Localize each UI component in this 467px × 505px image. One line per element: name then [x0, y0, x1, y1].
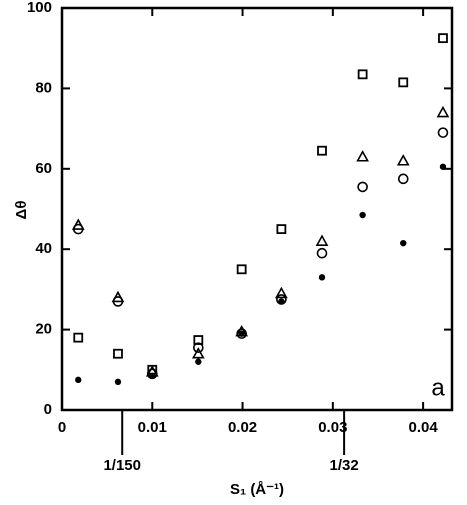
circle-marker: [437, 127, 449, 138]
triangle-marker: [275, 286, 288, 299]
triangle-marker: [436, 105, 450, 118]
circle-marker: [236, 328, 247, 339]
circle-marker: [316, 247, 328, 259]
triangle-marker: [396, 154, 410, 166]
circle-marker: [72, 223, 84, 235]
circle-marker: [357, 181, 368, 193]
dot-marker: [439, 163, 447, 170]
x-tick-label: 0.01: [138, 419, 167, 436]
square-marker: [73, 332, 84, 343]
y-tick-label: 20: [35, 321, 52, 338]
square-marker: [438, 33, 448, 44]
annotation: 1/150: [103, 457, 141, 474]
square-marker: [317, 145, 327, 156]
y-tick-label: 0: [44, 401, 52, 418]
triangle-marker: [191, 347, 205, 359]
circle-marker: [397, 173, 409, 185]
dot-marker: [400, 239, 407, 247]
dot-marker: [278, 298, 285, 305]
square-marker: [113, 348, 123, 359]
dot-marker: [318, 274, 326, 281]
y-axis-label: Δθ: [13, 201, 30, 220]
square-marker: [276, 224, 287, 235]
x-tick-label: 0.04: [409, 419, 439, 436]
y-tick-label: 80: [35, 79, 52, 96]
dot-marker: [114, 378, 122, 386]
plot-frame: [60, 6, 454, 412]
panel-label: a: [431, 374, 445, 401]
dot-marker: [359, 211, 366, 219]
y-tick-label: 100: [27, 0, 52, 16]
dot-marker: [149, 372, 156, 380]
dot-marker: [238, 330, 245, 337]
annotation: 1/32: [330, 457, 359, 474]
triangle-marker: [356, 150, 369, 162]
x-axis-label: S₁ (Å⁻¹): [230, 481, 284, 498]
circle-marker: [193, 342, 204, 353]
circle-marker: [112, 296, 124, 307]
y-tick-label: 60: [35, 160, 52, 177]
y-tick-label: 40: [35, 240, 52, 257]
x-tick-label: 0.02: [228, 419, 257, 436]
x-tick-label: 0: [58, 419, 66, 436]
triangle-marker: [315, 234, 329, 246]
square-marker: [398, 77, 409, 88]
dot-marker: [75, 376, 82, 384]
x-tick-label: 0.03: [318, 419, 347, 436]
square-marker: [236, 264, 247, 275]
square-marker: [193, 335, 204, 345]
dot-marker: [195, 358, 202, 365]
square-marker: [357, 69, 368, 80]
